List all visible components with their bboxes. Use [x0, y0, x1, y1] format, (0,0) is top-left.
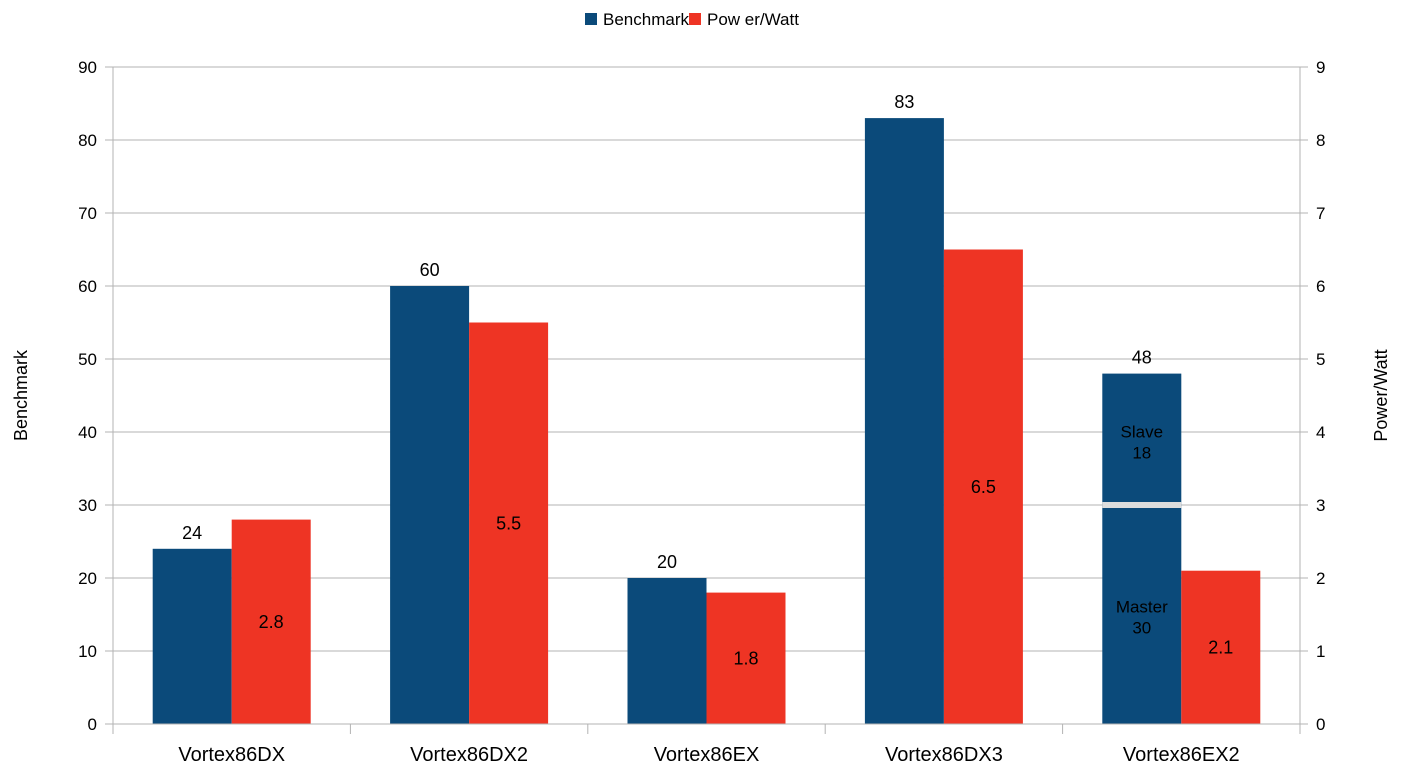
data-label-power-watt: 1.8 — [733, 648, 758, 668]
data-label-power-watt: 2.8 — [259, 612, 284, 632]
legend: Benchmark Pow er/Watt — [585, 10, 799, 29]
y-tick-label: 80 — [78, 131, 97, 150]
bar-benchmark — [152, 548, 232, 724]
y2-tick-label: 8 — [1316, 131, 1325, 150]
y-tick-label: 20 — [78, 569, 97, 588]
segment-separator — [1102, 502, 1182, 508]
y2-tick-label: 4 — [1316, 423, 1325, 442]
bars: 24 2.8 60 5.5 20 1.8 83 6.5 48 2.1 Master 30 Slave 18 — [152, 92, 1261, 725]
y-tick-label: 30 — [78, 496, 97, 515]
legend-swatch — [585, 13, 597, 25]
x-category-label: Vortex86EX — [654, 744, 760, 766]
y2-tick-label: 3 — [1316, 496, 1325, 515]
segment-value-label: 30 — [1132, 619, 1151, 638]
legend-swatch — [689, 13, 701, 25]
y-axis-title: Benchmark — [11, 349, 31, 441]
legend-label: Benchmark — [603, 10, 689, 29]
segment-name-label: Slave — [1121, 422, 1164, 441]
y2-tick-label: 9 — [1316, 58, 1325, 77]
data-label-benchmark: 83 — [894, 92, 914, 112]
bar-benchmark — [390, 286, 470, 724]
bar-power-watt — [706, 592, 786, 724]
data-label-power-watt: 2.1 — [1208, 637, 1233, 657]
bar-power-watt — [231, 519, 311, 724]
x-category-label: Vortex86EX2 — [1123, 744, 1240, 766]
segment-name-label: Master — [1116, 598, 1168, 617]
y2-tick-label: 2 — [1316, 569, 1325, 588]
bar-power-watt — [469, 322, 549, 724]
gridlines — [113, 66, 1300, 725]
bar-power-watt — [943, 249, 1023, 724]
y-tick-label: 40 — [78, 423, 97, 442]
y-tick-label: 0 — [88, 715, 97, 734]
y2-tick-label: 1 — [1316, 642, 1325, 661]
data-label-benchmark: 48 — [1132, 348, 1152, 368]
bar-benchmark — [864, 118, 944, 725]
data-label-benchmark: 24 — [182, 523, 202, 543]
y2-axis-title: Power/Watt — [1371, 349, 1391, 441]
y2-tick-label: 0 — [1316, 715, 1325, 734]
data-label-power-watt: 5.5 — [496, 513, 521, 533]
x-category-label: Vortex86DX3 — [885, 744, 1003, 766]
legend-label: Pow er/Watt — [707, 10, 799, 29]
data-label-benchmark: 20 — [657, 552, 677, 572]
y-tick-label: 50 — [78, 350, 97, 369]
y-tick-label: 70 — [78, 204, 97, 223]
y2-tick-label: 6 — [1316, 277, 1325, 296]
y-tick-label: 60 — [78, 277, 97, 296]
bar-benchmark — [1102, 373, 1182, 724]
bar-power-watt — [1181, 570, 1261, 724]
x-category-label: Vortex86DX2 — [410, 744, 528, 766]
data-label-benchmark: 60 — [420, 260, 440, 280]
data-label-power-watt: 6.5 — [971, 477, 996, 497]
y2-tick-label: 7 — [1316, 204, 1325, 223]
axes: 0 10 20 30 40 50 60 70 80 90 0 1 2 3 4 5 6 7 8 9 Vortex86DX V… — [78, 58, 1325, 766]
y-tick-label: 10 — [78, 642, 97, 661]
x-category-label: Vortex86DX — [178, 744, 285, 766]
bar-benchmark — [627, 578, 707, 724]
y-tick-label: 90 — [78, 58, 97, 77]
y2-tick-label: 5 — [1316, 350, 1325, 369]
segment-value-label: 18 — [1132, 443, 1151, 462]
